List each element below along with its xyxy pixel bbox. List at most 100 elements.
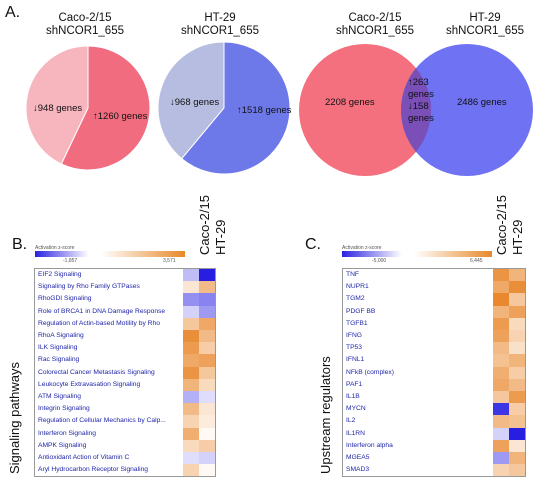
heatmap-b-col1-label: Caco-2/15: [197, 195, 212, 255]
venn-left-only-label: 2208 genes: [325, 97, 375, 108]
heatmap-b-cell-caco2: [183, 403, 199, 416]
heatmap-b-row-label[interactable]: Antioxidant Action of Vitamin C: [38, 454, 130, 461]
heatmap-c-cell-ht29: [509, 342, 525, 355]
heatmap-b-cell-ht29: [199, 342, 215, 355]
heatmap-b-row-label[interactable]: Integrin Signaling: [38, 405, 90, 413]
heatmap-c-cell-ht29: [509, 330, 525, 343]
heatmap-c-cell-caco2: [493, 269, 509, 282]
heatmap-c-row-label[interactable]: NFkB (complex): [346, 368, 394, 376]
heatmap-c-cell-caco2: [493, 330, 509, 343]
heatmap-b-cell-caco2: [183, 342, 199, 355]
pie2-title: HT-29 shNCOR1_655: [160, 12, 280, 38]
heatmap-b: EIF2 Signaling Signaling by Rho Family GT…: [34, 268, 216, 477]
heatmap-b-cell-ht29: [199, 330, 215, 343]
heatmap-b-row: RhoGDI Signaling: [35, 293, 215, 306]
heatmap-b-row-label[interactable]: Colorectal Cancer Metastasis Signaling: [38, 368, 155, 376]
venn-right-title-line2: shNCOR1_655: [446, 25, 524, 37]
pie2-title-line1: HT-29: [204, 12, 236, 24]
heatmap-b-cell-caco2: [183, 378, 199, 391]
heatmap-c-row-label[interactable]: NUPR1: [346, 283, 369, 291]
heatmap-b-cell-caco2: [183, 281, 199, 294]
heatmap-b-row: AMPK Signaling: [35, 439, 215, 452]
heatmap-c-row: TNF: [343, 269, 525, 282]
heatmap-b-scale-bar: [35, 251, 185, 257]
venn-left-title: Caco-2/15 shNCOR1_655: [320, 12, 430, 38]
heatmap-b-row-label[interactable]: AMPK Signaling: [38, 441, 87, 449]
heatmap-c-row-label[interactable]: PAF1: [346, 380, 363, 388]
heatmap-b-row-label[interactable]: RhoA Signaling: [38, 332, 84, 339]
heatmap-b-row: Colorectal Cancer Metastasis Signaling: [35, 366, 215, 379]
heatmap-c-row: TGM2: [343, 293, 525, 306]
heatmap-b-row: Role of BRCA1 in DNA Damage Response: [35, 305, 215, 318]
heatmap-c-row-label[interactable]: TNF: [346, 271, 359, 278]
heatmap-b-cell-ht29: [199, 403, 215, 416]
heatmap-c-row: IFNG: [343, 330, 525, 343]
heatmap-b-row-label[interactable]: Signaling by Rho Family GTPases: [38, 283, 140, 291]
heatmap-c-row-label[interactable]: SMAD3: [346, 466, 370, 474]
heatmap-b-row-label[interactable]: ILK Signaling: [38, 344, 78, 352]
panel-letter-a: A.: [5, 4, 21, 21]
heatmap-b-row-label[interactable]: EIF2 Signaling: [38, 271, 82, 278]
heatmap-c-row-label[interactable]: MGEA5: [346, 454, 370, 461]
heatmap-c-row: MGEA5: [343, 452, 525, 465]
heatmap-b-col2-label: HT-29: [213, 219, 228, 255]
heatmap-c-row-label[interactable]: Interferon alpha: [346, 441, 393, 449]
heatmap-c-row-label[interactable]: IL1B: [346, 393, 360, 400]
heatmap-c-col1-label: Caco-2/15: [494, 195, 509, 255]
heatmap-b-row: ILK Signaling: [35, 342, 215, 355]
heatmap-b-row: Leukocyte Extravasation Signaling: [35, 378, 215, 391]
heatmap-c-row-label[interactable]: TGFB1: [346, 319, 368, 327]
heatmap-b-row: RhoA Signaling: [35, 330, 215, 343]
heatmap-c-row-label[interactable]: IL1RN: [346, 429, 365, 437]
heatmap-b-row: ATM Signaling: [35, 391, 215, 404]
pie1-down-slice: [25, 45, 89, 165]
heatmap-b-row: Signaling by Rho Family GTPases: [35, 281, 215, 294]
heatmap-c-col2-label: HT-29: [510, 219, 525, 255]
heatmap-b-row-label[interactable]: Rac Signaling: [38, 356, 80, 364]
heatmap-b-row-label[interactable]: Leukocyte Extravasation Signaling: [38, 380, 141, 388]
heatmap-b-row: Regulation of Actin-based Motility by Rh…: [35, 317, 215, 330]
heatmap-c-row-label[interactable]: PDGF BB: [346, 307, 376, 315]
venn-left-circle: [299, 44, 431, 176]
pie1-title-line2: shNCOR1_655: [46, 25, 124, 37]
heatmap-c-row-label[interactable]: TP53: [346, 344, 362, 352]
heatmap-c-row-label[interactable]: TGM2: [346, 295, 365, 303]
heatmap-b-row: Regulation of Cellular Mechanics by Calp…: [35, 415, 215, 428]
heatmap-c-row-label[interactable]: IFNG: [346, 332, 362, 339]
venn-right-title-line1: HT-29: [469, 12, 501, 24]
heatmap-c-row: PAF1: [343, 378, 525, 391]
heatmap-b-row-label[interactable]: Regulation of Actin-based Motility by Rh…: [38, 319, 160, 327]
heatmap-b-cell-caco2: [183, 305, 199, 318]
heatmap-c-scale-title: Activation z-score: [342, 245, 382, 251]
heatmap-b-row-label[interactable]: Role of BRCA1 in DNA Damage Response: [38, 307, 166, 315]
heatmap-c-cell-ht29: [509, 378, 525, 391]
heatmap-b-cell-ht29: [199, 391, 215, 404]
heatmap-c-row-label[interactable]: IFNL1: [346, 356, 365, 364]
panel-letter-c: C.: [305, 236, 321, 253]
heatmap-c-cell-ht29: [509, 403, 525, 416]
heatmap-c-cell-ht29: [509, 317, 525, 330]
heatmap-b-row: Rac Signaling: [35, 354, 215, 367]
heatmap-c-cell-ht29: [509, 293, 525, 306]
heatmap-b-row-label[interactable]: Aryl Hydrocarbon Receptor Signaling: [38, 466, 149, 474]
venn-overlap-up: ↑263: [408, 77, 429, 88]
heatmap-b-row-label[interactable]: Regulation of Cellular Mechanics by Calp…: [38, 417, 166, 425]
heatmap-b-row-label[interactable]: Interferon Signaling: [38, 429, 96, 437]
heatmap-c-cell-caco2: [493, 305, 509, 318]
heatmap-b-row-label[interactable]: ATM Signaling: [38, 393, 81, 400]
heatmap-b-cell-ht29: [199, 452, 215, 465]
heatmap-c-cell-caco2: [493, 391, 509, 404]
heatmap-c-row: Interferon alpha: [343, 439, 525, 452]
heatmap-c-row-label[interactable]: MYCN: [346, 405, 366, 413]
panel-a-graphics: [25, 41, 533, 176]
pie1-title: Caco-2/15 shNCOR1_655: [30, 12, 140, 38]
venn-left-title-line1: Caco-2/15: [348, 12, 402, 24]
heatmap-c: TNF NUPR1 TGM2 PDGF BB TGFB1 IFNG TP53 IFNL1 NFk…: [342, 268, 526, 477]
heatmap-c-row: IL1RN: [343, 427, 525, 440]
heatmap-b-cell-caco2: [183, 330, 199, 343]
heatmap-c-ylabel: Upstream regulators: [318, 356, 333, 474]
heatmap-b-row-label[interactable]: RhoGDI Signaling: [38, 295, 92, 303]
heatmap-c-row-label[interactable]: IL2: [346, 417, 356, 425]
pie1-down-label: ↓948 genes: [33, 103, 83, 114]
venn-right-only-label: 2486 genes: [457, 97, 507, 108]
